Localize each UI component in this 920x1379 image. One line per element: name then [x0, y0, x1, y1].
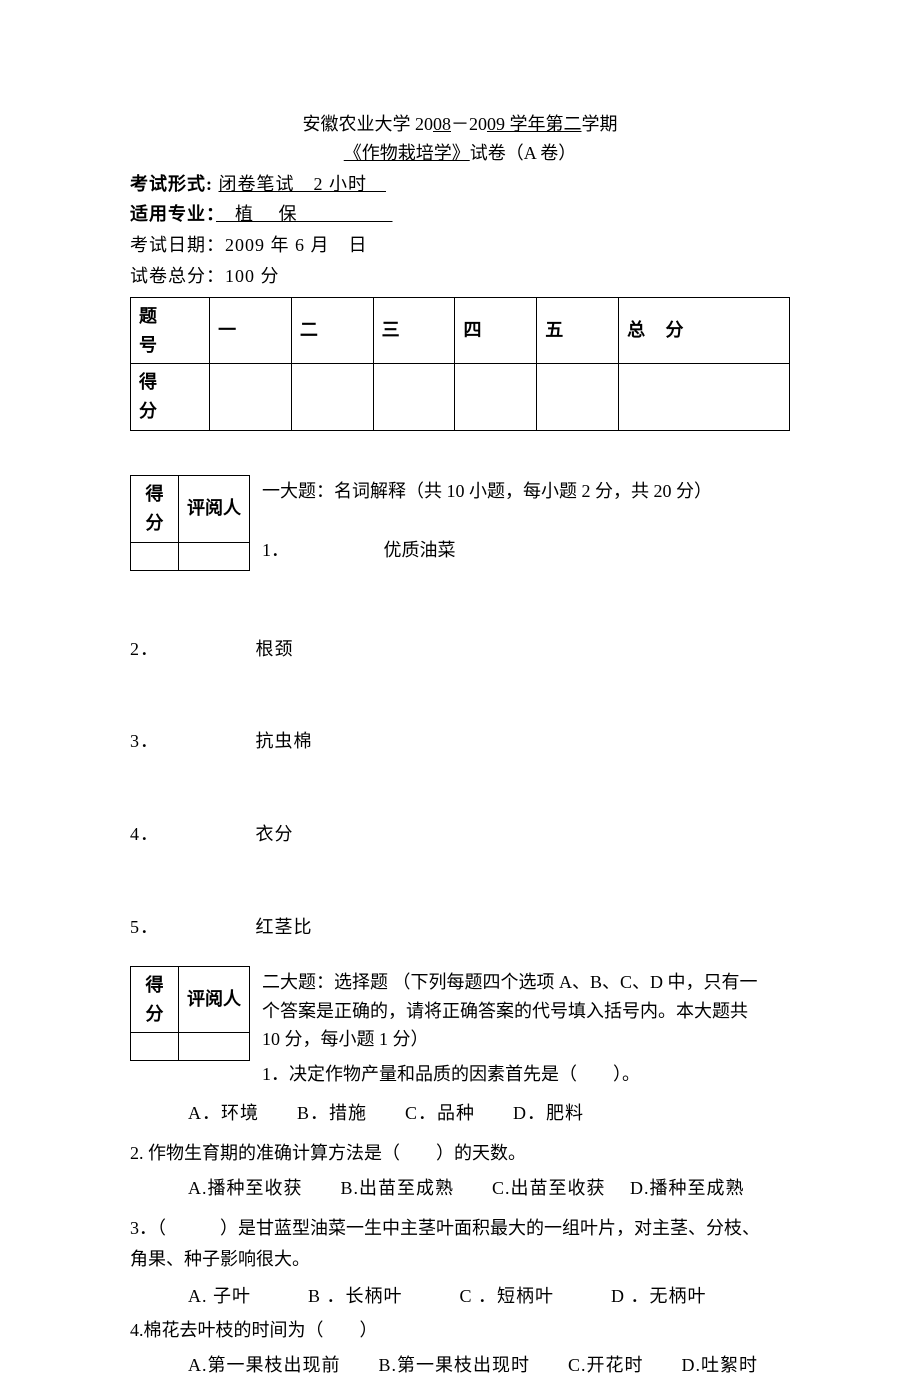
- question-num: 4．: [130, 820, 160, 849]
- table-row: [131, 542, 250, 570]
- question-text: 抗虫棉: [256, 731, 313, 751]
- grade-box: 得 分 评阅人: [130, 475, 250, 571]
- table-row: 题 号 一 二 三 四 五 总 分: [131, 297, 790, 364]
- question-text: 优质油菜: [384, 540, 456, 560]
- table-row: 得 分 评阅人: [131, 966, 250, 1033]
- question-num: 3．: [130, 727, 160, 756]
- score-cell: [619, 364, 790, 431]
- score-table: 题 号 一 二 三 四 五 总 分 得 分: [130, 297, 790, 431]
- mc-question: 2. 作物生育期的准确计算方法是（ ）的天数。: [130, 1136, 790, 1170]
- header-mid: －20: [451, 114, 487, 134]
- section-1-header: 得 分 评阅人 一大题：名词解释（共 10 小题，每小题 2 分，共 20 分）…: [130, 475, 790, 571]
- table-row: 得 分 评阅人: [131, 475, 250, 542]
- course-name: 《作物栽培学》: [344, 143, 470, 163]
- grade-label: 得 分: [131, 475, 179, 542]
- question-text: 根颈: [256, 639, 294, 659]
- grade-cell: [131, 542, 179, 570]
- mc-block: A．环境 B．措施 C．品种 D．肥料 2. 作物生育期的准确计算方法是（ ）的…: [130, 1099, 790, 1379]
- header-year1: 08: [433, 114, 451, 134]
- grade-label: 得 分: [131, 966, 179, 1033]
- major-line: 适用专业： 植 保: [130, 200, 790, 229]
- exam-form-line: 考试形式: 闭卷笔试 2 小时: [130, 170, 790, 199]
- header-year2: 09 学年第二: [487, 114, 582, 134]
- exam-form-value: 闭卷笔试 2 小时: [219, 174, 387, 194]
- section-1-title-wrap: 一大题：名词解释（共 10 小题，每小题 2 分，共 20 分） 1． 优质油菜: [262, 475, 790, 565]
- question-text: 衣分: [256, 824, 294, 844]
- mc-options: A.第一果枝出现前 B.第一果枝出现时 C.开花时 D.吐絮时: [188, 1351, 790, 1379]
- date-line: 考试日期：2009 年 6 月 日: [130, 231, 790, 260]
- score-cell: [291, 364, 373, 431]
- score-header: 得 分: [131, 364, 210, 431]
- mc-question: 3．（ ）是甘蓝型油菜一生中主茎叶面积最大的一组叶片，对主茎、分枝、: [130, 1211, 790, 1245]
- score-total: 总 分: [619, 297, 790, 364]
- mc-options: A．环境 B．措施 C．品种 D．肥料: [188, 1099, 790, 1128]
- section-2-title-line: 个答案是正确的，请将正确答案的代号填入括号内。本大题共: [262, 997, 790, 1026]
- score-cell: [537, 364, 619, 431]
- question-item: 4． 衣分: [130, 820, 790, 849]
- score-col: 二: [291, 297, 373, 364]
- question-item: 1． 优质油菜: [262, 536, 790, 565]
- question-num: 1．: [262, 540, 289, 560]
- reviewer-label: 评阅人: [179, 475, 250, 542]
- grade-cell: [131, 1033, 179, 1061]
- score-header: 题 号: [131, 297, 210, 364]
- question-num: 5．: [130, 913, 160, 942]
- score-cell: [455, 364, 537, 431]
- grade-box: 得 分 评阅人: [130, 966, 250, 1062]
- header-line-2: 《作物栽培学》试卷（A 卷）: [130, 139, 790, 168]
- score-cell: [373, 364, 455, 431]
- header-line-1: 安徽农业大学 2008－2009 学年第二学期: [130, 110, 790, 139]
- section-2-header: 得 分 评阅人 二大题：选择题 （下列每题四个选项 A、B、C、D 中，只有一 …: [130, 966, 790, 1089]
- reviewer-cell: [179, 542, 250, 570]
- table-row: 得 分: [131, 364, 790, 431]
- exam-form-label: 考试形式:: [130, 174, 219, 194]
- question-text: 红茎比: [256, 917, 313, 937]
- score-col: 五: [537, 297, 619, 364]
- section-2-title-line: 10 分，每小题 1 分）: [262, 1025, 790, 1054]
- question-item: 3． 抗虫棉: [130, 727, 790, 756]
- mc-options: A. 子叶 B ．长柄叶 C ．短柄叶 D ．无柄叶: [188, 1282, 790, 1311]
- major-label: 适用专业：: [130, 204, 216, 224]
- table-row: [131, 1033, 250, 1061]
- paper-label: 试卷（A 卷）: [470, 143, 577, 163]
- reviewer-cell: [179, 1033, 250, 1061]
- mc-options: A.播种至收获 B.出苗至成熟 C.出苗至收获 D.播种至成熟: [188, 1174, 790, 1203]
- mc-question: 1．决定作物产量和品质的因素首先是（ ）。: [262, 1060, 790, 1089]
- score-col: 一: [210, 297, 292, 364]
- score-col: 四: [455, 297, 537, 364]
- score-col: 三: [373, 297, 455, 364]
- major-value: 植 保: [216, 204, 393, 224]
- question-item: 5． 红茎比: [130, 913, 790, 942]
- question-num: 2．: [130, 635, 160, 664]
- section-2-title-line: 二大题：选择题 （下列每题四个选项 A、B、C、D 中，只有一: [262, 968, 790, 997]
- question-item: 2． 根颈: [130, 635, 790, 664]
- total-line: 试卷总分：100 分: [130, 262, 790, 291]
- score-cell: [210, 364, 292, 431]
- reviewer-label: 评阅人: [179, 966, 250, 1033]
- header-post: 学期: [582, 114, 618, 134]
- header-pre: 安徽农业大学 20: [303, 114, 434, 134]
- mc-question: 4.棉花去叶枝的时间为（ ）: [130, 1313, 790, 1347]
- mc-question-cont: 角果、种子影响很大。: [130, 1245, 790, 1274]
- section-2-title-wrap: 二大题：选择题 （下列每题四个选项 A、B、C、D 中，只有一 个答案是正确的，…: [262, 966, 790, 1089]
- section-1-title: 一大题：名词解释（共 10 小题，每小题 2 分，共 20 分）: [262, 477, 790, 506]
